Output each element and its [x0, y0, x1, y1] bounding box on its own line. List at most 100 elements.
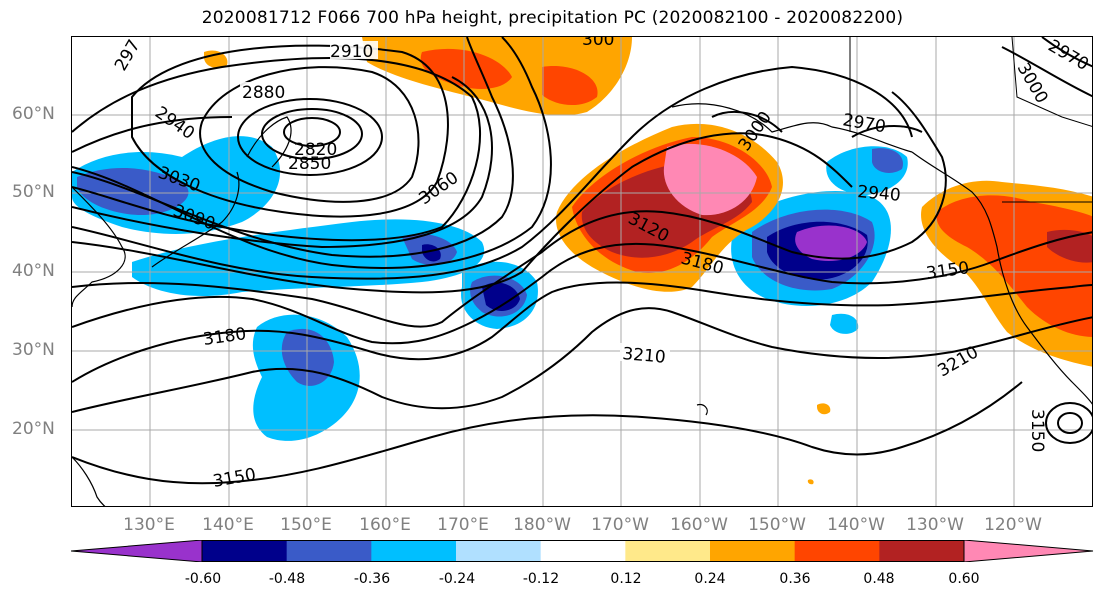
colorbar-tick-neg024: -0.24: [438, 571, 476, 587]
colorbar-segment: [202, 540, 288, 562]
lat-label-20n: 20°N: [12, 419, 55, 439]
precip-neg-small: [830, 313, 859, 334]
coast-na-west: [911, 151, 1092, 405]
colorbar-tick-neg060: -0.60: [184, 571, 222, 587]
coast-asia: [72, 186, 126, 308]
contour-label-3210-east: 3210: [935, 342, 982, 381]
lon-label-150w: 150°W: [748, 515, 806, 535]
lon-label-140w: 140°W: [827, 515, 885, 535]
precip-pos-tiny: [807, 479, 814, 485]
contour-3210: [72, 307, 1092, 413]
colorbar-tick-neg036: -0.36: [353, 571, 391, 587]
precip-pos-north-east: [542, 66, 598, 106]
contour-label-2940-east: 2940: [857, 182, 902, 206]
graticule: [72, 37, 1092, 506]
precip-negative-regions: [72, 136, 908, 441]
map-panel: 2910 2880 2820 2850 2940 3030 3090 3060 …: [71, 36, 1093, 507]
contour-label-3210: 3210: [622, 344, 667, 368]
contour-label-3150-ring: 3150: [1027, 409, 1047, 452]
contour-label-3000-ne: 3000: [1013, 60, 1052, 107]
colorbar-segment: [879, 540, 965, 562]
precip-neg-east-north-mid: [872, 148, 903, 173]
contour-label-3150-southwest: 3150: [211, 465, 257, 492]
low-center-inner: [283, 117, 341, 147]
contour-3000-ne: [1001, 46, 1092, 98]
contour-label-297: 297: [111, 37, 145, 75]
precip-neg-band-core: [422, 244, 441, 262]
contour-3150-ring-inner: [1057, 412, 1083, 434]
low-center-2820: [261, 108, 363, 160]
contour-3150-south: [72, 381, 1023, 485]
contour-3120: [72, 91, 947, 328]
lon-label-130e: 130°E: [123, 515, 175, 535]
contour-3150: [72, 231, 1092, 345]
contour-label-2880: 2880: [242, 83, 285, 103]
lon-label-150e: 150°E: [280, 515, 332, 535]
colorbar-tick-neg012: -0.12: [522, 571, 560, 587]
coast-kamchatka: [246, 116, 292, 168]
coast-alaska: [671, 103, 913, 153]
colorbar-tick-048: 0.48: [863, 571, 895, 587]
lon-label-170w: 170°W: [591, 515, 649, 535]
lon-label-170e: 170°E: [437, 515, 489, 535]
contour-label-2850: 2850: [288, 154, 331, 174]
contour-3030: [72, 37, 552, 269]
lon-label-120w: 120°W: [984, 515, 1042, 535]
colorbar-outline: [201, 540, 965, 562]
lon-label-160e: 160°E: [359, 515, 411, 535]
contour-3150-ring-outer: [1045, 402, 1092, 444]
lon-label-180w: 180°W: [513, 515, 571, 535]
lat-label-40n: 40°N: [12, 261, 55, 281]
contour-2910: [131, 44, 449, 218]
precip-neg-east-core: [795, 225, 867, 262]
contour-label-2910: 2910: [330, 42, 373, 62]
lat-label-30n: 30°N: [12, 340, 55, 360]
political-borders: [849, 37, 1092, 203]
colorbar-tick-036: 0.36: [779, 571, 811, 587]
contour-2970-ne: [1041, 37, 1092, 68]
precip-pos-east-dark: [1047, 229, 1092, 263]
coast-japan: [151, 171, 240, 268]
contour-3000: [72, 37, 514, 258]
precip-pos-small-se: [817, 403, 831, 415]
low-center-2850: [237, 98, 383, 176]
map-svg: 2910 2880 2820 2850 2940 3030 3090 3060 …: [72, 37, 1092, 506]
contour-label-2940: 2940: [151, 103, 198, 144]
contour-label-3150: 3150: [925, 258, 971, 284]
colorbar-segment: [371, 540, 457, 562]
colorbar-segment: [540, 540, 626, 562]
colorbar-segment: [794, 540, 880, 562]
contour-label-300: 300: [582, 37, 614, 50]
colorbar-tick-neg048: -0.48: [268, 571, 306, 587]
contour-label-3180-west: 3180: [202, 324, 248, 350]
coast-philippines: [72, 456, 106, 506]
coast-hawaii: [696, 404, 708, 416]
lon-label-160w: 160°W: [670, 515, 728, 535]
contour-2970-west: [72, 76, 493, 249]
colorbar-tick-012: 0.12: [610, 571, 642, 587]
lat-label-60n: 60°N: [12, 104, 55, 124]
height-contours: [72, 37, 1092, 485]
contour-3180: [72, 281, 1092, 383]
contour-2880: [199, 66, 420, 203]
contour-2940: [72, 57, 481, 242]
contour-label-2820: 2820: [294, 140, 337, 160]
lon-label-130w: 130°W: [906, 515, 964, 535]
contour-2970-alaska: [851, 125, 923, 138]
colorbar-tick-060: 0.60: [948, 571, 980, 587]
border-inner: [1011, 37, 1092, 127]
colorbar-tick-024: 0.24: [694, 571, 726, 587]
precip-neg-blob-180-core: [482, 282, 520, 311]
lon-label-140e: 140°E: [202, 515, 254, 535]
colorbar-segment: [456, 540, 542, 562]
precip-pos-central-pink: [663, 143, 757, 216]
colorbar-segment: [71, 540, 202, 562]
contour-label-2970: 2970: [841, 110, 887, 137]
contour-label-2970-ne: 2970: [1045, 37, 1092, 75]
colorbar: [71, 540, 1094, 562]
chart-title: 2020081712 F066 700 hPa height, precipit…: [201, 8, 904, 28]
coastlines: [72, 103, 1092, 506]
contour-3000-alaska: [711, 111, 783, 133]
colorbar-segment: [286, 540, 372, 562]
lat-label-50n: 50°N: [12, 182, 55, 202]
